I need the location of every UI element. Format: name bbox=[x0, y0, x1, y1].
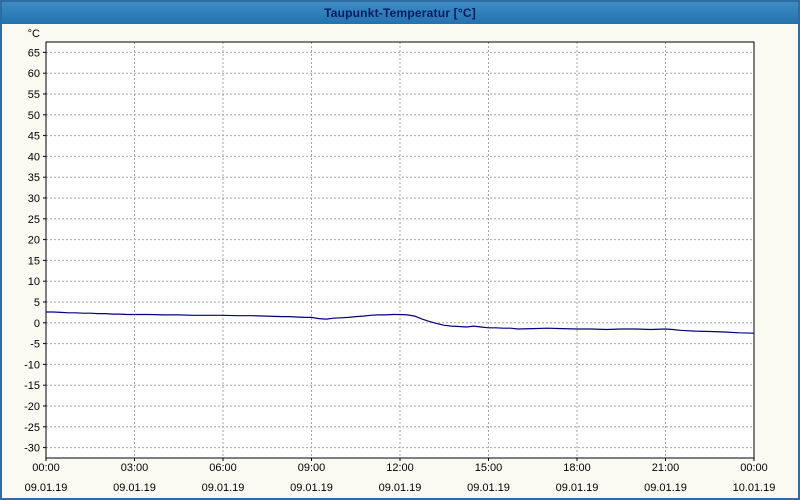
y-tick-label: 10 bbox=[28, 276, 40, 288]
window-title: Taupunkt-Temperatur [°C] bbox=[324, 6, 476, 20]
y-tick-label: 30 bbox=[28, 193, 40, 205]
y-axis-unit: °C bbox=[28, 28, 40, 40]
x-tick-date: 09.01.19 bbox=[556, 482, 599, 494]
window-titlebar: Taupunkt-Temperatur [°C] bbox=[2, 2, 798, 24]
y-tick-label: -10 bbox=[24, 359, 40, 371]
x-tick-time: 15:00 bbox=[475, 462, 503, 474]
y-tick-label: 65 bbox=[28, 47, 40, 59]
chart-area: -30 -25 -20 -15 -10 -5 0 5 10 15 20 25 30 35 40 45 50 55 6… bbox=[2, 24, 798, 498]
x-tick-date: 09.01.19 bbox=[644, 482, 687, 494]
y-tick-label: -15 bbox=[24, 380, 40, 392]
y-tick-label: 15 bbox=[28, 255, 40, 267]
x-tick-time: 09:00 bbox=[298, 462, 326, 474]
x-tick-time: 00:00 bbox=[32, 462, 60, 474]
y-tick-label: 55 bbox=[28, 89, 40, 101]
y-tick-label: 25 bbox=[28, 214, 40, 226]
x-tick-date: 10.01.19 bbox=[733, 482, 776, 494]
x-tick-date: 09.01.19 bbox=[379, 482, 422, 494]
x-tick-time: 00:00 bbox=[740, 462, 768, 474]
y-tick-label: 35 bbox=[28, 172, 40, 184]
x-tick-time: 18:00 bbox=[563, 462, 591, 474]
y-tick-label: 20 bbox=[28, 235, 40, 247]
y-tick-label: 0 bbox=[34, 318, 40, 330]
x-tick-date: 09.01.19 bbox=[113, 482, 156, 494]
x-tick-time: 21:00 bbox=[652, 462, 680, 474]
x-tick-date: 09.01.19 bbox=[290, 482, 333, 494]
chart-svg: -30 -25 -20 -15 -10 -5 0 5 10 15 20 25 30 35 40 45 50 55 6… bbox=[24, 28, 776, 494]
x-tick-date: 09.01.19 bbox=[467, 482, 510, 494]
y-tick-label: 50 bbox=[28, 110, 40, 122]
y-tick-label: -30 bbox=[24, 443, 40, 455]
y-tick-label: -25 bbox=[24, 422, 40, 434]
x-tick-date: 09.01.19 bbox=[25, 482, 68, 494]
x-tick-time: 12:00 bbox=[386, 462, 414, 474]
y-tick-label: 60 bbox=[28, 68, 40, 80]
plot-border bbox=[45, 41, 755, 459]
y-tick-label: -20 bbox=[24, 401, 40, 413]
x-tick-time: 06:00 bbox=[209, 462, 237, 474]
y-tick-label: 5 bbox=[34, 297, 40, 309]
y-tick-label: -5 bbox=[30, 339, 40, 351]
x-tick-time: 03:00 bbox=[121, 462, 149, 474]
y-tick-label: 45 bbox=[28, 131, 40, 143]
x-tick-date: 09.01.19 bbox=[202, 482, 245, 494]
y-tick-label: 40 bbox=[28, 151, 40, 163]
series-line bbox=[46, 311, 755, 334]
